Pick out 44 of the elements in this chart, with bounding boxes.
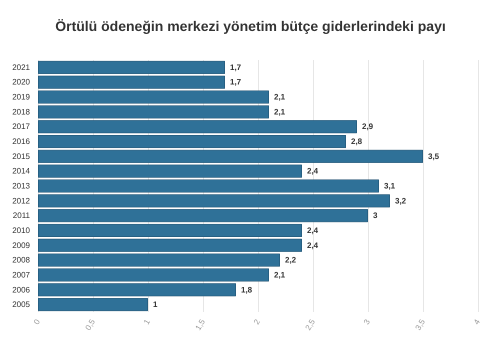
y-tick-label: 2006 — [12, 285, 31, 294]
y-tick-label: 2013 — [12, 182, 31, 190]
y-tick-label: 2010 — [12, 226, 31, 235]
y-tick-label: 2019 — [12, 92, 31, 102]
data-label: 3,1 — [384, 182, 396, 190]
data-label: 2,1 — [274, 107, 286, 116]
data-label: 2,1 — [274, 92, 286, 102]
x-tick-label: 0,5 — [84, 317, 98, 332]
x-tick-label: 3,5 — [414, 317, 428, 332]
y-tick-label: 2016 — [12, 137, 31, 146]
data-label: 2,4 — [307, 166, 319, 176]
x-tick-label: 4 — [472, 317, 482, 326]
y-tick-label: 2009 — [12, 240, 31, 250]
x-tick-label: 1 — [142, 317, 152, 326]
data-label: 2,2 — [285, 256, 297, 265]
x-tick-label: 2,5 — [304, 317, 318, 332]
data-label: 2,1 — [274, 270, 286, 280]
y-tick-label: 2018 — [12, 107, 31, 116]
data-label: 3 — [373, 211, 378, 220]
x-tick-label: 3 — [362, 317, 372, 326]
y-tick-label: 2007 — [12, 270, 31, 280]
y-tick-label: 2011 — [12, 211, 31, 220]
data-label: 2,9 — [362, 122, 374, 132]
y-tick-label: 2005 — [12, 300, 31, 310]
y-tick-label: 2008 — [12, 256, 31, 265]
y-tick-label: 2015 — [12, 152, 31, 161]
data-label: 2,8 — [351, 137, 363, 146]
data-label: 1,8 — [241, 285, 253, 294]
y-tick-label: 2014 — [12, 166, 31, 176]
data-label: 1,7 — [230, 78, 242, 87]
chart-title: Örtülü ödeneğin merkezi yönetim bütçe giderlerindeki payı — [55, 18, 446, 34]
y-tick-label: 2021 — [12, 62, 31, 72]
data-label: 2,4 — [307, 226, 319, 235]
y-tick-label: 2012 — [12, 196, 31, 206]
data-label: 1 — [153, 300, 158, 310]
data-label: 3,5 — [428, 152, 440, 161]
data-label: 1,7 — [230, 62, 242, 72]
x-tick-label: 0 — [32, 317, 42, 326]
data-label: 2,4 — [307, 240, 319, 250]
x-tick-label: 1,5 — [194, 317, 208, 332]
y-tick-label: 2017 — [12, 122, 31, 132]
y-tick-label: 2020 — [12, 78, 31, 87]
data-label: 3,2 — [395, 196, 407, 206]
x-tick-label: 2 — [252, 317, 262, 326]
